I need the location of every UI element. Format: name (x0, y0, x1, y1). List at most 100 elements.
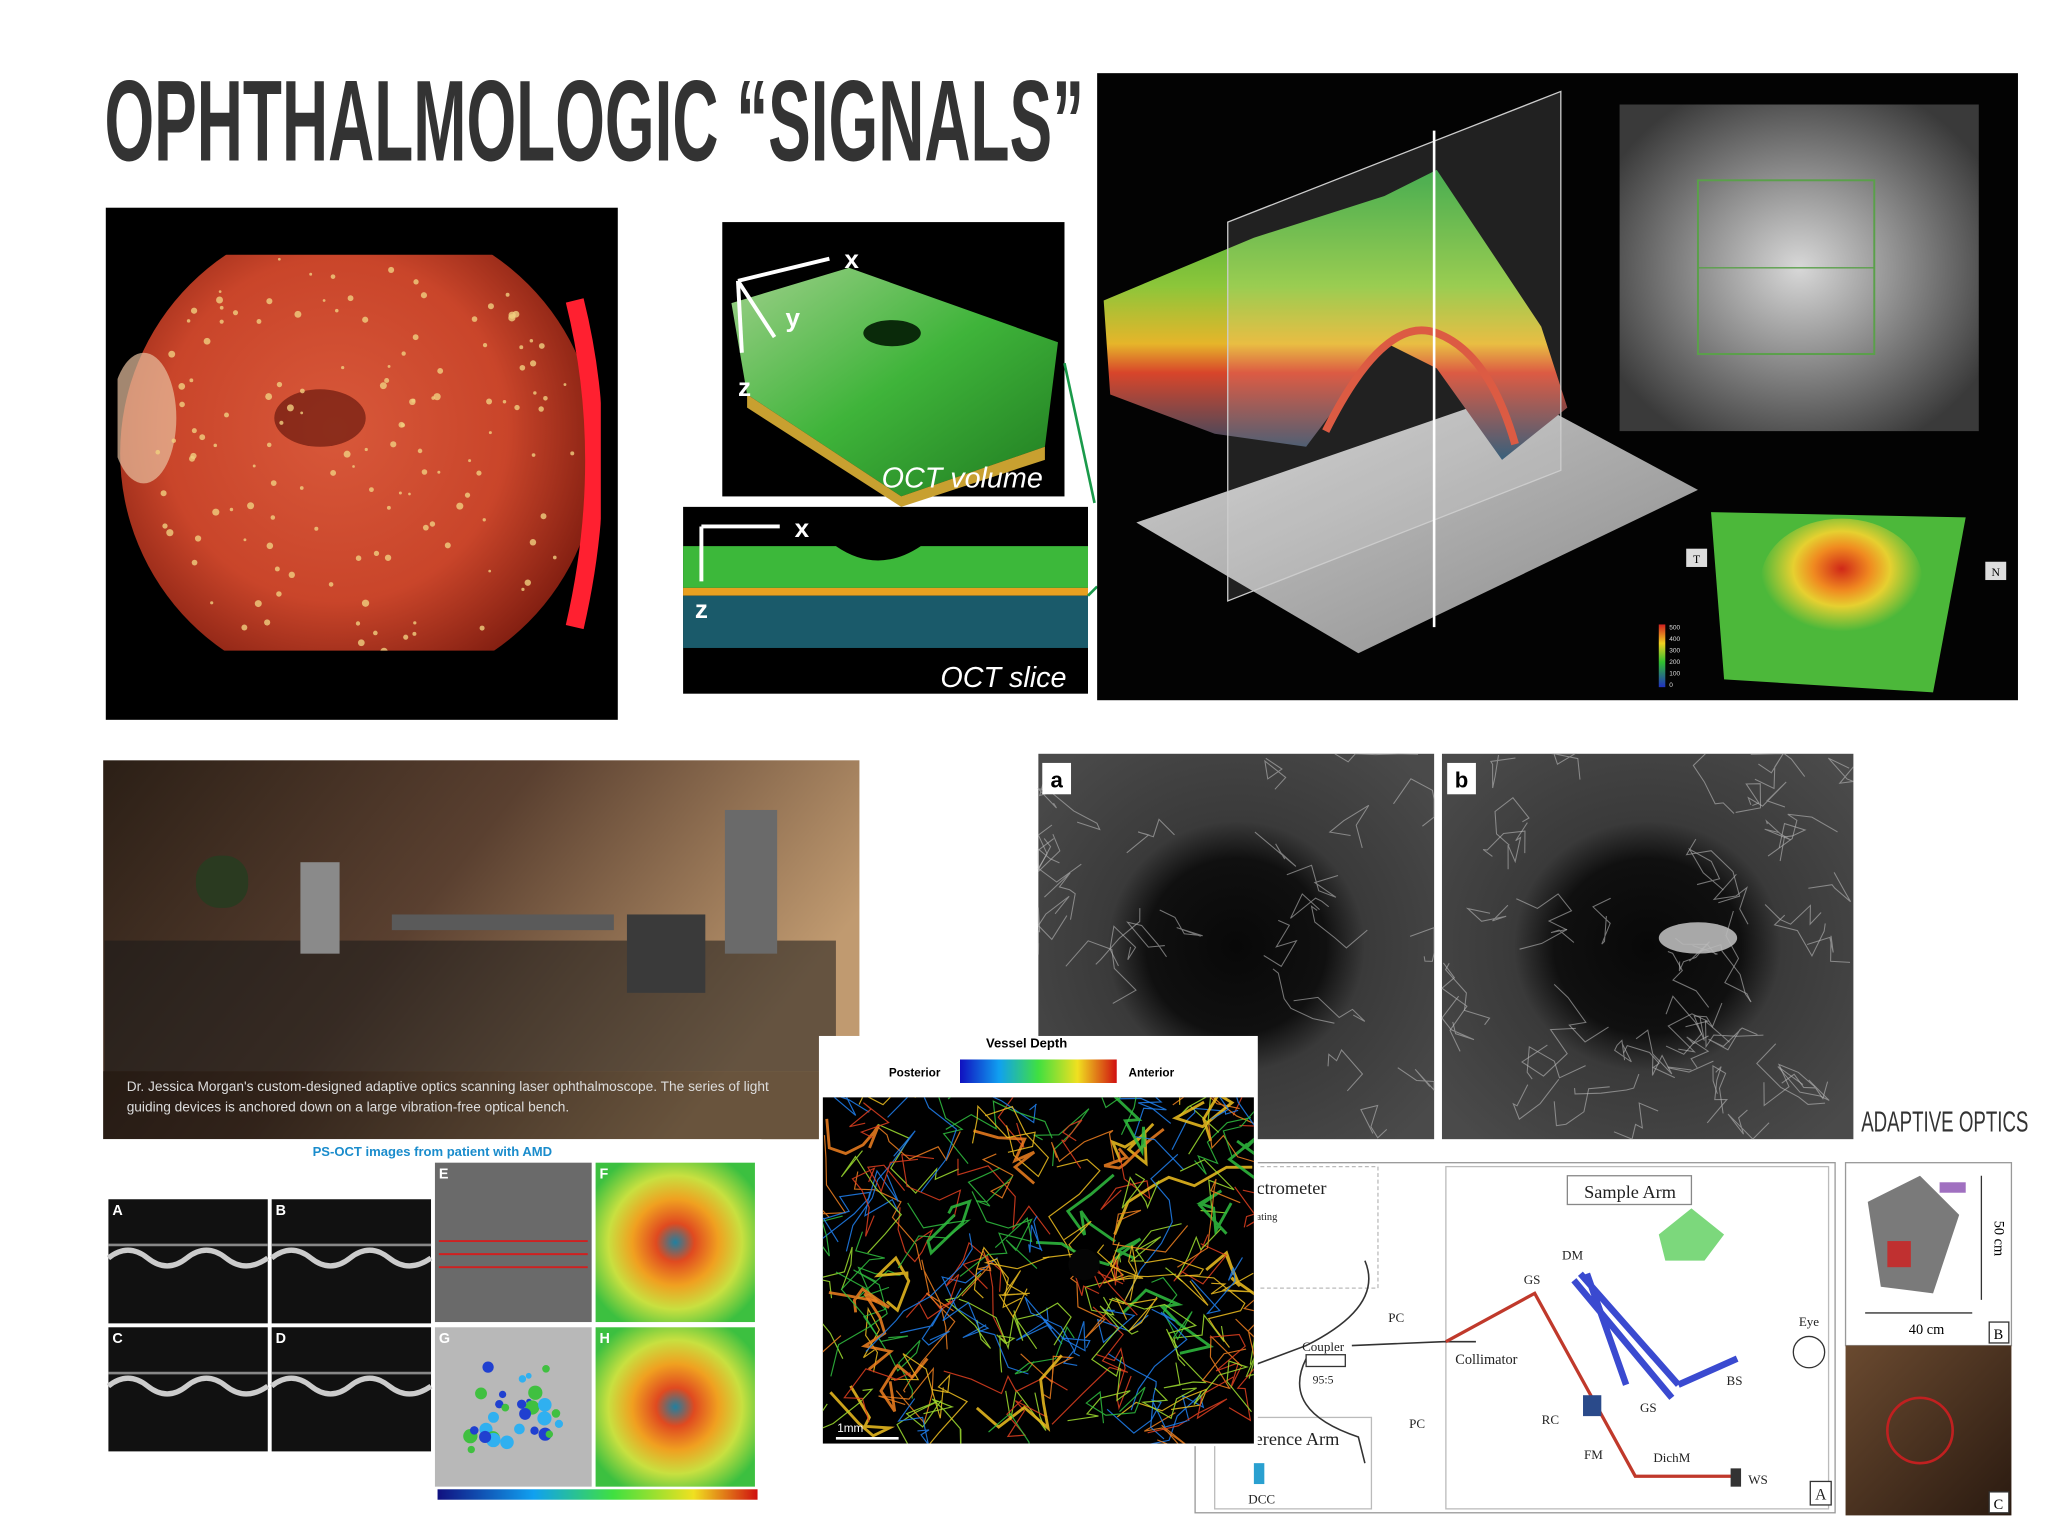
ps-oct-panel (108, 1199, 268, 1324)
vessel (984, 1105, 1050, 1178)
vessel (849, 1102, 890, 1139)
exudate (216, 296, 223, 304)
exudate (362, 316, 369, 323)
capillary (1756, 1043, 1826, 1105)
fovea (1068, 1248, 1100, 1281)
vessel (929, 1373, 969, 1444)
vessel (1130, 1308, 1188, 1411)
axis-arrow (736, 279, 777, 339)
exudate (444, 542, 451, 549)
exudate (476, 470, 482, 476)
exudate (178, 383, 186, 390)
vessel-depth-map: Vessel Depth Posterior Anterior 1mm (818, 1036, 1258, 1447)
diagram-label: Coupler (1302, 1339, 1345, 1354)
exudate (266, 298, 273, 305)
speckle (469, 1426, 479, 1435)
vessel (1015, 1302, 1072, 1350)
capillary (1334, 753, 1419, 763)
exudate (431, 396, 435, 400)
exudate (300, 411, 304, 415)
exudate (274, 566, 280, 572)
vessel (1191, 1257, 1243, 1315)
speckle (542, 1364, 550, 1373)
vessel (1100, 1151, 1151, 1211)
exudate (514, 404, 520, 411)
vessel (997, 1097, 1025, 1148)
speckle (530, 1426, 539, 1435)
b-scan-plane (1227, 90, 1562, 602)
component (1583, 1395, 1602, 1417)
vessel (822, 1246, 853, 1299)
vessel (983, 1256, 1050, 1296)
depth-colorbar (960, 1059, 1117, 1083)
exudate (212, 508, 220, 516)
capillary (1444, 963, 1491, 1026)
exudate (189, 378, 194, 383)
exudate (412, 334, 419, 341)
exudate (433, 393, 441, 401)
exudate (224, 412, 229, 418)
speckle (479, 1430, 492, 1444)
vessel (860, 1292, 894, 1371)
exudate (189, 455, 196, 462)
component (1253, 1463, 1265, 1485)
component (1730, 1468, 1742, 1487)
vessel (1014, 1325, 1075, 1375)
vessel (992, 1097, 1037, 1124)
exudate (229, 507, 234, 512)
capillary (1507, 822, 1528, 870)
exudate (355, 621, 361, 626)
exudate (276, 591, 282, 597)
exudate (403, 634, 409, 640)
vessel (945, 1100, 1053, 1139)
vessel (822, 1215, 843, 1257)
vessel (1144, 1257, 1209, 1306)
oct-volume-label: OCT volume (882, 462, 1043, 494)
capillary (1613, 1102, 1659, 1140)
vessel (887, 1339, 921, 1399)
vessel (1061, 1321, 1091, 1357)
capillary (1750, 753, 1806, 777)
exudate (482, 518, 486, 522)
capillary (1699, 943, 1752, 1003)
capillary (1623, 1045, 1675, 1079)
orientation-box (1686, 548, 1708, 567)
diagram-label: PC (1409, 1416, 1425, 1431)
vessel (923, 1398, 962, 1444)
ps-oct-title: PS-OCT images from patient with AMD (313, 1144, 552, 1159)
reference-arm-box (1214, 1416, 1373, 1510)
axis-arrow (736, 280, 744, 353)
capillary (1665, 995, 1703, 1055)
optic-disc (117, 352, 177, 484)
capillary (1489, 754, 1516, 789)
vessel (1024, 1296, 1078, 1367)
capillary (1574, 1073, 1640, 1095)
vessel (1069, 1256, 1107, 1339)
vessel (998, 1270, 1030, 1319)
capillary (1512, 1079, 1560, 1121)
axis-label: z (738, 372, 751, 402)
capillary (1667, 1013, 1710, 1053)
oct-volume: x y z OCT volume (722, 222, 1065, 507)
capillary (1327, 1049, 1364, 1092)
vessel (1129, 1223, 1182, 1262)
capillary (1704, 1020, 1764, 1049)
exudate (570, 451, 575, 456)
vessel (1201, 1334, 1247, 1390)
ps-oct-panel (434, 1327, 592, 1487)
orientation-box (1985, 561, 2007, 581)
vessel (843, 1368, 911, 1423)
exudate (519, 345, 524, 350)
device (195, 855, 249, 908)
vessel (1194, 1116, 1252, 1175)
capillaries (1037, 753, 1854, 1140)
capillary (1763, 1063, 1816, 1107)
vessel (958, 1298, 1024, 1351)
orientation-label: N (1992, 566, 2001, 579)
exudate (190, 307, 198, 314)
capillary (1667, 950, 1710, 1008)
exudate (243, 538, 247, 542)
panel-label: E (439, 1166, 449, 1182)
exudate (529, 360, 537, 367)
